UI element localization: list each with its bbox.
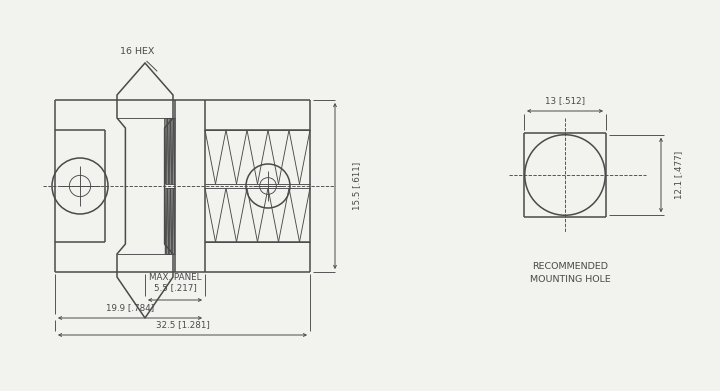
Text: 12.1 [.477]: 12.1 [.477]	[675, 151, 683, 199]
Text: 32.5 [1.281]: 32.5 [1.281]	[156, 321, 210, 330]
Text: 16 HEX: 16 HEX	[120, 47, 157, 71]
Text: 5.5 [.217]: 5.5 [.217]	[153, 283, 197, 292]
Text: 19.9 [.784]: 19.9 [.784]	[106, 303, 154, 312]
Text: 13 [.512]: 13 [.512]	[545, 97, 585, 106]
Text: RECOMMENDED
MOUNTING HOLE: RECOMMENDED MOUNTING HOLE	[530, 262, 611, 283]
Text: 15.5 [.611]: 15.5 [.611]	[353, 162, 361, 210]
Text: MAX. PANEL: MAX. PANEL	[149, 273, 202, 283]
